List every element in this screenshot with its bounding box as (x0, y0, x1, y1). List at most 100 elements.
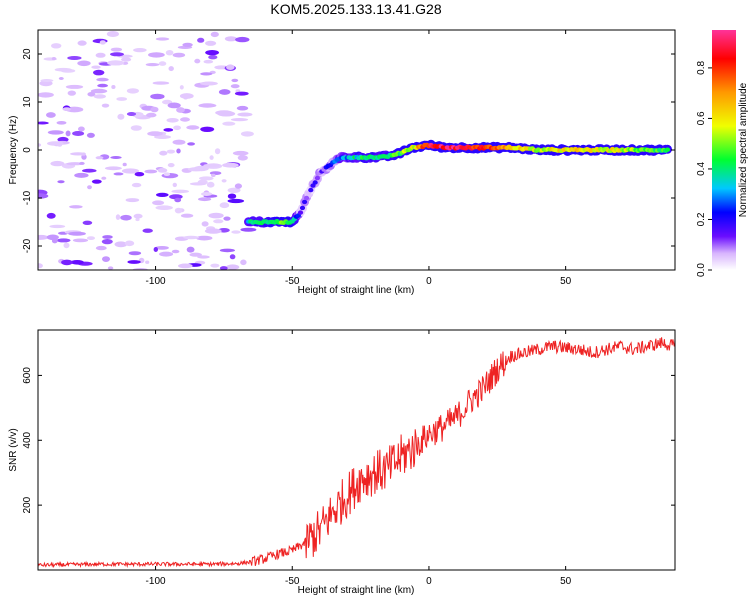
noise-blob (174, 207, 183, 214)
noise-blob (107, 266, 114, 270)
noise-blob (183, 235, 200, 240)
noise-blob (87, 185, 92, 190)
noise-blob (104, 166, 122, 171)
noise-blob (205, 40, 217, 46)
noise-blob (172, 139, 186, 145)
y-tick-label: 200 (22, 496, 33, 513)
noise-blob (101, 103, 110, 108)
x-tick-label: 50 (560, 276, 572, 287)
snr-panel: -100 -50 0 50 200 400 600 Height of straight … (8, 329, 676, 596)
noise-blob (187, 167, 205, 172)
noise-blob (205, 50, 220, 56)
noise-blob (87, 236, 95, 241)
noise-blob (155, 205, 173, 210)
spectrogram-panel: -100 -50 0 50 20 10 0 -10 -20 Height of straigh… (8, 29, 676, 296)
noise-blob (116, 97, 128, 101)
noise-blob (209, 155, 214, 160)
noise-blob (150, 106, 159, 113)
noise-blob (219, 202, 230, 209)
noise-blob (126, 112, 137, 116)
noise-blob (197, 255, 210, 259)
ridge-point (664, 147, 671, 152)
noise-blob (110, 156, 122, 159)
noise-blob (91, 179, 102, 184)
noise-blob (155, 246, 169, 250)
noise-blob (131, 182, 142, 188)
ridge-point (308, 187, 314, 193)
noise-blob (101, 239, 113, 245)
noise-blob (148, 52, 165, 58)
noise-blob (150, 93, 165, 100)
noise-blob (68, 231, 86, 236)
ridge-point (302, 199, 308, 205)
noise-blob (189, 252, 202, 257)
noise-blob (110, 47, 123, 52)
y-tick-label: 0 (22, 147, 33, 153)
noise-blob (173, 125, 182, 131)
noise-blob (67, 56, 82, 60)
snr-marks (38, 337, 675, 568)
noise-blob (152, 81, 170, 85)
noise-blob (82, 220, 93, 225)
ridge-point (297, 210, 304, 215)
noise-blob (213, 219, 224, 224)
x-tick-label: -50 (285, 276, 300, 287)
noise-blob (163, 172, 171, 176)
noise-blob (47, 141, 64, 146)
noise-blob (163, 128, 174, 132)
noise-blob (187, 142, 196, 146)
noise-blob (56, 121, 67, 125)
noise-blob (67, 90, 77, 96)
noise-blob (130, 125, 142, 131)
noise-blob (230, 84, 240, 89)
noise-blob (51, 238, 58, 244)
noise-blob (172, 52, 186, 58)
snr-y-label: SNR (v/v) (8, 428, 19, 471)
noise-blob (235, 36, 250, 43)
noise-blob (219, 266, 228, 270)
snr-x-label: Height of straight line (km) (298, 585, 415, 596)
noise-blob (231, 230, 241, 234)
noise-blob (155, 37, 170, 41)
noise-blob (219, 248, 235, 253)
noise-blob (102, 235, 113, 239)
noise-blob (106, 31, 119, 37)
noise-blob (46, 212, 56, 219)
noise-blob (172, 182, 177, 188)
noise-blob (231, 78, 239, 83)
noise-blob (176, 107, 185, 113)
noise-blob (111, 85, 116, 89)
x-tick-label: -100 (146, 276, 166, 287)
noise-blob (77, 60, 91, 67)
noise-blob (159, 150, 168, 156)
noise-blob (226, 264, 240, 270)
noise-blob (235, 89, 241, 93)
spectrogram-x-label: Height of straight line (km) (298, 285, 415, 296)
noise-blob (49, 224, 66, 229)
noise-blob (99, 40, 106, 45)
spectrogram-y-ticks: 20 10 0 -10 -20 (22, 48, 675, 253)
noise-blob (114, 241, 128, 248)
colorbar-tick-label: 0.0 (696, 263, 707, 277)
noise-blob (70, 152, 86, 156)
noise-blob (74, 172, 89, 178)
noise-blob (180, 213, 194, 218)
noise-blob (196, 235, 213, 241)
noise-blob (133, 213, 143, 219)
colorbar-ticks: 0.0 0.2 0.4 0.6 0.8 (696, 61, 712, 277)
noise-blob (179, 85, 184, 90)
x-tick-label: -50 (285, 576, 300, 587)
noise-blob (38, 143, 42, 147)
noise-blob (208, 212, 224, 219)
noise-blob (222, 121, 236, 126)
noise-blob (107, 60, 125, 66)
noise-blob (95, 156, 104, 160)
noise-blob (197, 37, 205, 43)
noise-blob (134, 172, 145, 177)
noise-blob (189, 182, 207, 186)
noise-blob (224, 36, 238, 42)
noise-blob (226, 64, 235, 70)
noise-blob (208, 55, 218, 60)
noise-blob (38, 92, 54, 98)
noise-blob (124, 240, 135, 247)
